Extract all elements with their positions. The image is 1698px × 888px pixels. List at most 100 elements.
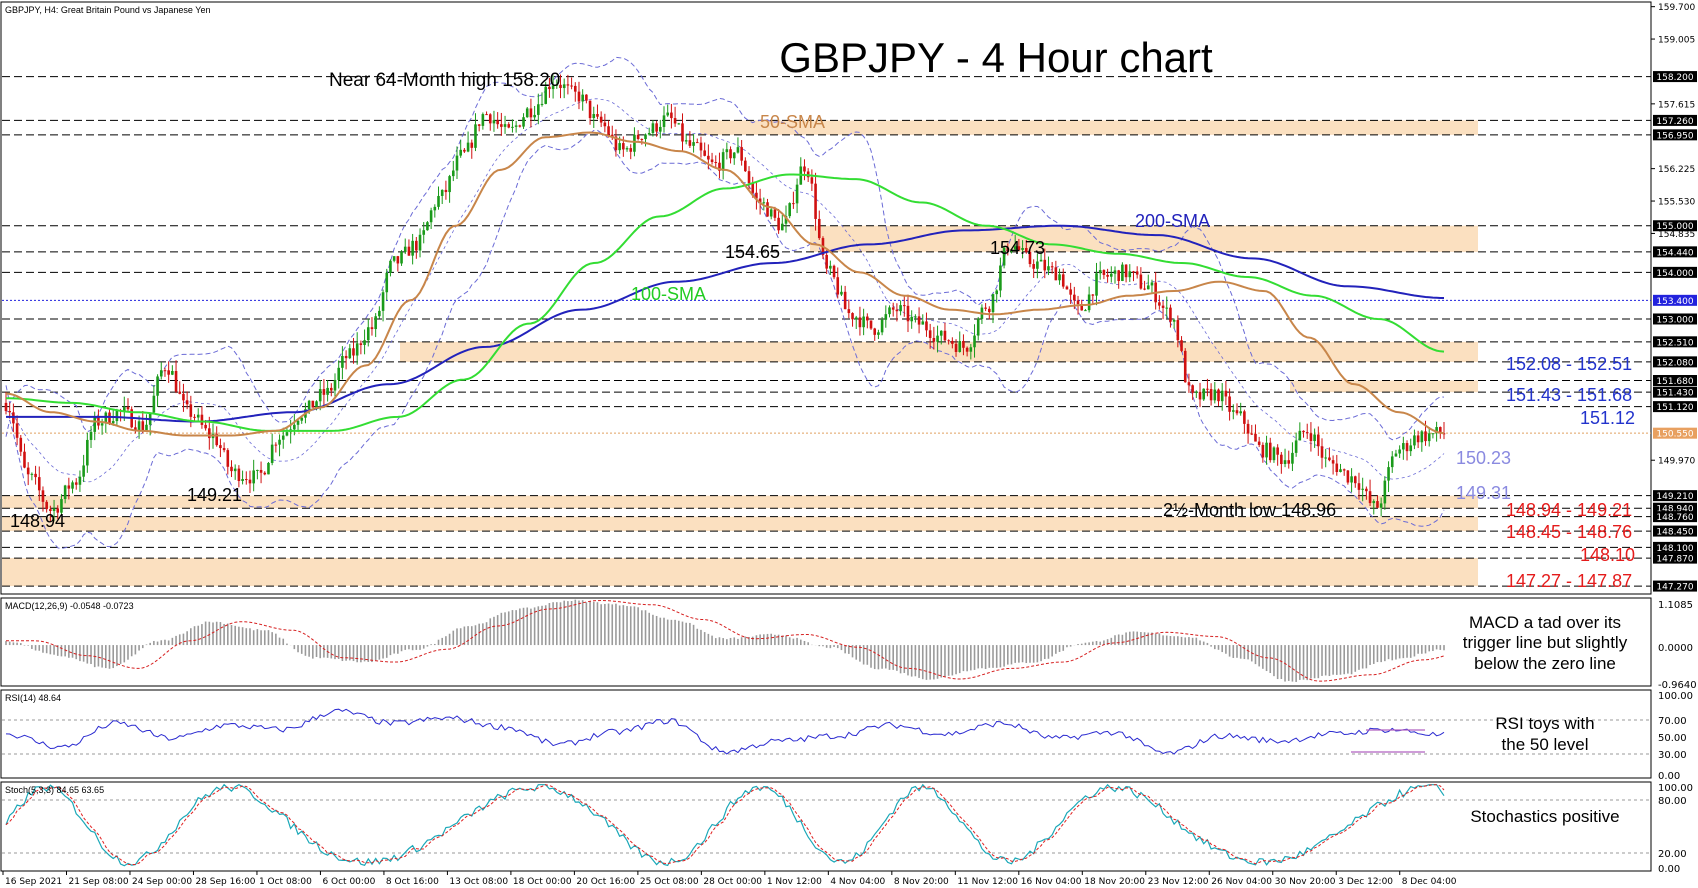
candle [1128, 264, 1132, 282]
price-pane[interactable] [0, 1, 1652, 595]
sma100-line [5, 173, 1445, 432]
zone-1 [810, 225, 1478, 252]
candle [1405, 440, 1409, 461]
candle [744, 157, 747, 173]
svg-text:3 Dec 12:00: 3 Dec 12:00 [1338, 877, 1393, 887]
candle [684, 133, 688, 145]
zone-6 [2, 558, 1478, 587]
price-axis-label: 152.080 [1653, 356, 1697, 368]
price-axis-label: 154.835 [1651, 230, 1695, 240]
svg-text:151.430: 151.430 [1656, 389, 1693, 399]
candle [1250, 424, 1254, 436]
candle [333, 373, 337, 399]
candle [736, 137, 740, 154]
candle [1324, 448, 1328, 468]
candle [914, 314, 917, 323]
macd-pane[interactable] [0, 597, 1652, 687]
candle [1268, 437, 1272, 463]
stoch-axis-0: 0.00 [1658, 864, 1680, 875]
macd-signal-line [6, 599, 1445, 682]
zone-151-label: 151.43 - 151.68 [1506, 385, 1632, 405]
candle [318, 379, 322, 411]
candle [1146, 274, 1150, 290]
price-axis-label: 158.200 [1653, 71, 1697, 83]
candle [263, 471, 267, 476]
time-axis-label: 25 Oct 08:00 [637, 871, 699, 887]
candle [1317, 426, 1320, 456]
candle [1172, 318, 1176, 329]
candle [1039, 253, 1043, 262]
price-axis-label: 150.550 [1653, 427, 1697, 440]
candle [226, 448, 230, 475]
svg-text:153.400: 153.400 [1656, 297, 1693, 307]
candle [411, 233, 414, 265]
rsi-axis-0: 0.00 [1658, 771, 1680, 782]
candle [877, 329, 880, 340]
candle [437, 186, 440, 210]
price-axis-label: 147.270 [1653, 580, 1697, 593]
candle [651, 120, 655, 137]
zone-147-27-label: 147.27 - 147.87 [1506, 571, 1632, 591]
svg-text:150.550: 150.550 [1656, 430, 1693, 440]
candle [725, 142, 729, 160]
candle [788, 202, 791, 219]
time-axis-label: 24 Sep 00:00 [129, 871, 192, 887]
candle [925, 312, 928, 337]
svg-text:159.005: 159.005 [1658, 36, 1695, 46]
price-axis-label: 152.510 [1653, 336, 1697, 348]
candle [780, 214, 784, 231]
candle [902, 296, 906, 317]
candle [662, 106, 666, 133]
candle [1217, 388, 1220, 407]
time-axis-label: 28 Oct 00:00 [700, 871, 762, 887]
candle [137, 415, 141, 439]
candle [562, 78, 566, 99]
candle [385, 268, 389, 301]
candle [274, 442, 278, 453]
zone-0 [700, 120, 1478, 135]
candle [544, 81, 548, 105]
candle [355, 332, 359, 365]
candle [1402, 436, 1405, 460]
candle [581, 89, 584, 111]
candle [1102, 269, 1106, 280]
time-axis-label: 21 Sep 08:00 [65, 871, 129, 887]
macd-axis-bottom: -0.9640 [1658, 680, 1697, 691]
stochastic-pane[interactable] [0, 781, 1652, 872]
candle [1272, 446, 1276, 463]
candle [451, 160, 455, 182]
time-axis-label: 18 Oct 00:00 [510, 871, 572, 887]
candle [703, 142, 706, 157]
rsi-pane[interactable] [0, 689, 1652, 779]
candle [444, 180, 448, 200]
svg-text:18 Nov 20:00: 18 Nov 20:00 [1084, 877, 1145, 887]
candle [829, 260, 832, 276]
candle [1139, 267, 1143, 290]
time-axis-label: 4 Nov 04:00 [827, 871, 886, 887]
horizontal-levels [2, 76, 1651, 587]
candle [1305, 423, 1309, 439]
svg-text:151.120: 151.120 [1656, 403, 1693, 413]
price-axis-label: 149.970 [1651, 457, 1695, 467]
svg-text:159.700: 159.700 [1658, 3, 1695, 13]
candle [891, 302, 895, 317]
candle [585, 94, 588, 104]
candle [330, 383, 333, 397]
candle [1372, 499, 1376, 515]
candle [603, 113, 607, 133]
candle [4, 392, 8, 415]
rsi-axis-100: 100.00 [1658, 691, 1693, 702]
price-axis-label: 147.870 [1653, 552, 1697, 565]
candle [1280, 452, 1283, 474]
candle [1069, 282, 1072, 305]
candle [1350, 468, 1353, 493]
svg-text:148.760: 148.760 [1656, 513, 1693, 523]
candle [518, 124, 522, 128]
candle [1427, 427, 1431, 447]
candle [1043, 248, 1047, 279]
svg-text:28 Sep 16:00: 28 Sep 16:00 [195, 877, 255, 887]
candle [503, 115, 507, 134]
svg-text:156.225: 156.225 [1658, 165, 1695, 175]
candle [607, 120, 610, 138]
